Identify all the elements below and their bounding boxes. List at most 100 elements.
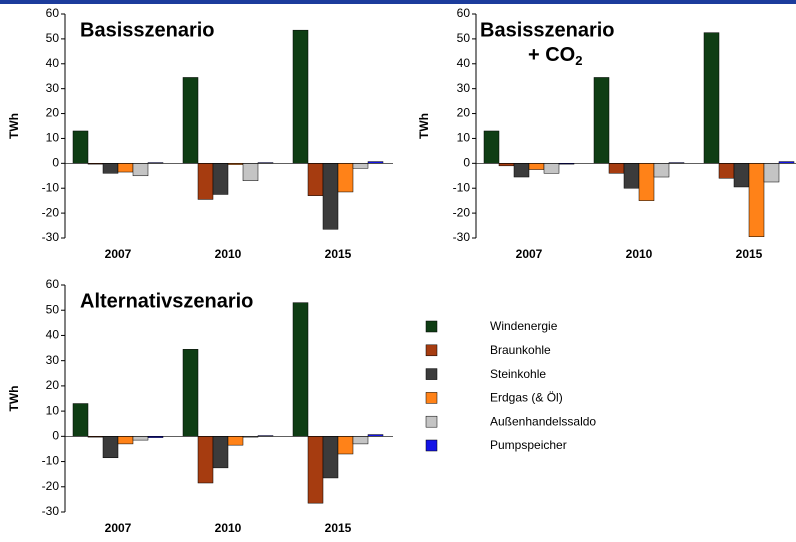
bar bbox=[763, 163, 780, 183]
x-tick-label: 2010 bbox=[215, 521, 242, 535]
y-tick-label: 60 bbox=[457, 6, 471, 20]
bar bbox=[102, 163, 119, 174]
y-axis-label: TWh bbox=[7, 386, 21, 412]
subtitle-text: + CO bbox=[528, 44, 575, 66]
y-tick-label: 0 bbox=[52, 156, 59, 170]
chart-title: Basisszenario bbox=[80, 19, 215, 41]
x-tick-label: 2007 bbox=[105, 521, 132, 535]
y-tick-label: -30 bbox=[453, 230, 471, 244]
x-tick-label: 2010 bbox=[626, 247, 653, 261]
y-tick-label: 20 bbox=[457, 106, 471, 120]
y-tick-label: 40 bbox=[46, 328, 60, 342]
bar bbox=[212, 163, 229, 195]
bar bbox=[322, 436, 339, 479]
y-tick-label: -10 bbox=[453, 180, 471, 194]
bar bbox=[623, 163, 640, 189]
chart-title: Alternativszenario bbox=[80, 290, 253, 312]
x-tick-label: 2007 bbox=[105, 247, 132, 261]
bar bbox=[483, 130, 500, 164]
y-tick-label: -10 bbox=[42, 180, 60, 194]
y-tick-label: 40 bbox=[46, 56, 60, 70]
bar bbox=[733, 163, 750, 188]
bar bbox=[212, 436, 229, 469]
bar bbox=[117, 163, 134, 173]
bar bbox=[132, 163, 149, 177]
bar bbox=[132, 436, 149, 441]
legend-swatch bbox=[425, 368, 438, 380]
bar bbox=[292, 302, 309, 437]
y-tick-label: 0 bbox=[52, 429, 59, 443]
bar bbox=[72, 403, 89, 437]
bar bbox=[513, 163, 530, 178]
y-tick-label: 60 bbox=[46, 6, 60, 20]
bar bbox=[352, 163, 369, 169]
y-tick-label: 10 bbox=[46, 403, 60, 417]
bar bbox=[197, 163, 214, 200]
subtitle-subscript: 2 bbox=[575, 53, 582, 68]
bar bbox=[292, 29, 309, 164]
bar bbox=[653, 163, 670, 178]
legend-label: Braunkohle bbox=[490, 343, 551, 357]
bar bbox=[543, 163, 560, 174]
x-tick-label: 2010 bbox=[215, 247, 242, 261]
bar bbox=[102, 436, 119, 459]
y-tick-label: -30 bbox=[42, 230, 60, 244]
y-tick-label: 40 bbox=[457, 56, 471, 70]
bar bbox=[352, 436, 369, 445]
bar bbox=[322, 163, 339, 230]
bar bbox=[638, 163, 655, 201]
bar bbox=[72, 130, 89, 164]
y-axis-label: TWh bbox=[7, 113, 21, 139]
bar bbox=[307, 436, 324, 504]
bar bbox=[498, 163, 515, 167]
bar bbox=[307, 163, 324, 196]
legend-label: Windenergie bbox=[490, 319, 558, 333]
y-tick-label: -20 bbox=[42, 205, 60, 219]
bar bbox=[242, 163, 259, 182]
y-tick-label: 10 bbox=[46, 131, 60, 145]
header-bar bbox=[0, 0, 796, 4]
y-tick-label: 30 bbox=[457, 81, 471, 95]
legend-swatch bbox=[425, 439, 438, 452]
bar bbox=[227, 436, 244, 446]
legend-swatch bbox=[425, 415, 438, 428]
bar bbox=[182, 77, 199, 164]
chart-subtitle: + CO2 bbox=[528, 44, 582, 68]
bar bbox=[197, 436, 214, 484]
y-tick-label: 30 bbox=[46, 353, 60, 367]
y-tick-label: 20 bbox=[46, 378, 60, 392]
y-tick-label: 30 bbox=[46, 81, 60, 95]
bar bbox=[608, 163, 625, 174]
legend-swatch bbox=[425, 320, 438, 333]
x-tick-label: 2015 bbox=[736, 247, 763, 261]
bar bbox=[748, 163, 765, 238]
y-tick-label: 50 bbox=[46, 31, 60, 45]
y-tick-label: -10 bbox=[42, 454, 60, 468]
legend-label: Pumpspeicher bbox=[490, 438, 567, 452]
y-tick-label: 50 bbox=[46, 302, 60, 316]
y-tick-label: -30 bbox=[42, 504, 60, 518]
bar bbox=[117, 436, 134, 445]
bar bbox=[718, 163, 735, 179]
legend-label: Außenhandelssaldo bbox=[490, 414, 596, 428]
y-tick-label: 10 bbox=[457, 131, 471, 145]
y-tick-label: -20 bbox=[42, 479, 60, 493]
x-tick-label: 2015 bbox=[325, 247, 352, 261]
chart-title: Basisszenario bbox=[480, 19, 615, 41]
legend-swatch bbox=[425, 392, 438, 404]
bar bbox=[703, 32, 720, 164]
y-tick-label: 20 bbox=[46, 106, 60, 120]
y-tick-label: 0 bbox=[463, 156, 470, 170]
bar bbox=[337, 436, 354, 455]
bar bbox=[182, 349, 199, 437]
y-tick-label: 50 bbox=[457, 31, 471, 45]
legend-label: Erdgas (& Öl) bbox=[490, 391, 563, 405]
legend-swatch bbox=[425, 344, 438, 357]
y-tick-label: -20 bbox=[453, 205, 471, 219]
y-tick-label: 60 bbox=[46, 277, 60, 291]
legend-label: Steinkohle bbox=[490, 367, 546, 381]
bar bbox=[593, 77, 610, 164]
bar bbox=[528, 163, 545, 170]
bar bbox=[337, 163, 354, 193]
